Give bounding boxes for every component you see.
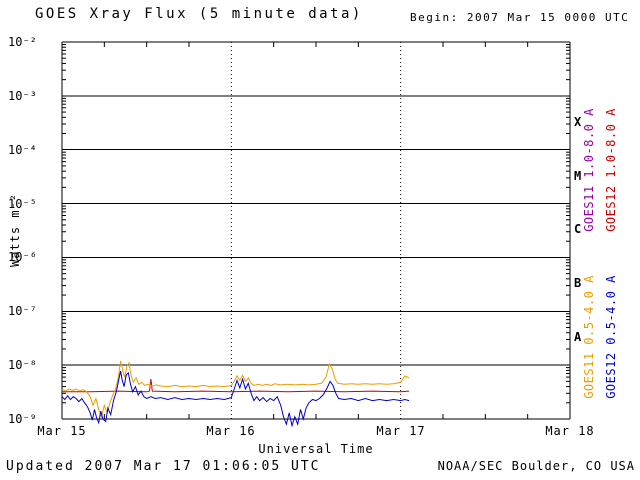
y-tick-1e-8: 10⁻⁸ xyxy=(8,358,37,372)
legend-goes12-long: GOES12 1.0-8.0 A xyxy=(604,108,618,232)
y-tick-1e-3: 10⁻³ xyxy=(8,89,37,103)
page-title: GOES Xray Flux (5 minute data) xyxy=(35,6,363,22)
y-tick-1e-4: 10⁻⁴ xyxy=(8,143,37,157)
x-axis-label: Universal Time xyxy=(258,442,374,456)
y-tick-1e-9: 10⁻⁹ xyxy=(8,412,37,426)
y-tick-1e-7: 10⁻⁷ xyxy=(8,304,37,318)
updated-timestamp: Updated 2007 Mar 17 01:06:05 UTC xyxy=(6,459,321,474)
y-tick-1e-5: 10⁻⁵ xyxy=(8,197,37,211)
credit-text: NOAA/SEC Boulder, CO USA xyxy=(437,459,635,473)
legend-goes11-long: GOES11 1.0-8.0 A xyxy=(582,108,596,232)
x-tick-mar16: Mar 16 xyxy=(206,424,256,438)
series-goes12-short-line xyxy=(61,370,410,428)
flare-class-x: X xyxy=(574,115,582,129)
x-tick-mar15: Mar 15 xyxy=(37,424,87,438)
y-tick-1e-2: 10⁻² xyxy=(8,35,37,49)
flare-class-b: B xyxy=(574,276,582,290)
legend-goes12-short: GOES12 0.5-4.0 A xyxy=(604,275,618,399)
flare-class-a: A xyxy=(574,330,582,344)
x-tick-mar17: Mar 17 xyxy=(376,424,426,438)
x-tick-mar18: Mar 18 xyxy=(545,424,595,438)
legend-goes11-short: GOES11 0.5-4.0 A xyxy=(582,275,596,399)
y-tick-1e-6: 10⁻⁶ xyxy=(8,250,37,264)
flare-class-m: M xyxy=(574,169,582,183)
series-goes11-short-line xyxy=(61,360,410,419)
begin-timestamp: Begin: 2007 Mar 15 0000 UTC xyxy=(410,11,630,24)
flare-class-c: C xyxy=(574,222,582,236)
